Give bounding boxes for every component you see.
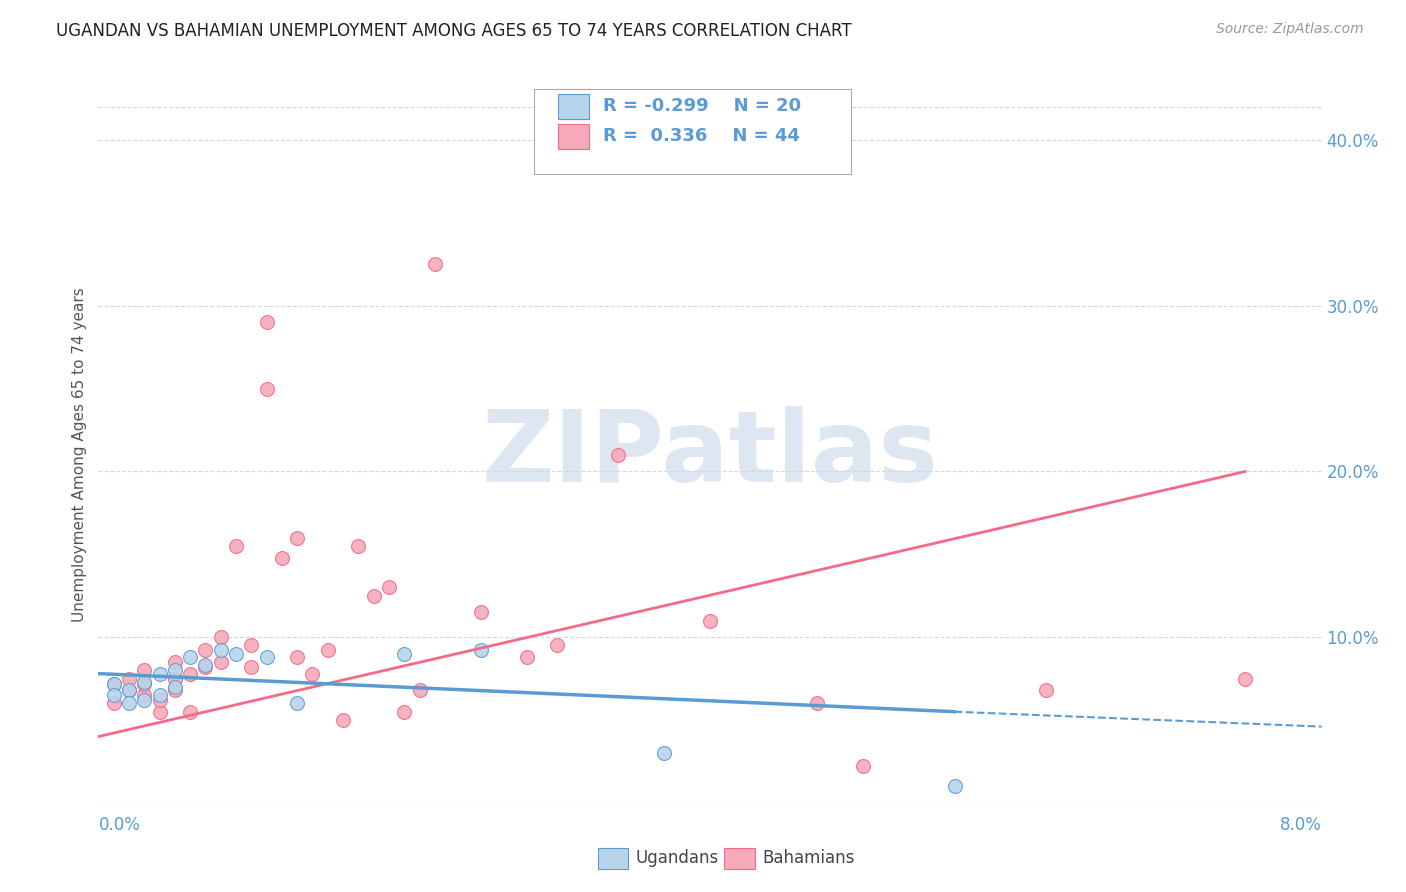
Point xyxy=(134,688,156,702)
Text: ZIPatlas: ZIPatlas xyxy=(482,407,938,503)
Point xyxy=(149,693,172,707)
Point xyxy=(134,663,156,677)
Point xyxy=(852,759,875,773)
Point xyxy=(546,639,568,653)
Point xyxy=(179,650,201,665)
Point xyxy=(470,643,492,657)
Point xyxy=(225,539,247,553)
Point xyxy=(332,713,354,727)
Text: R = -0.299    N = 20: R = -0.299 N = 20 xyxy=(603,97,801,115)
Point xyxy=(163,672,186,686)
Point xyxy=(163,663,186,677)
Point xyxy=(194,658,217,673)
Text: Bahamians: Bahamians xyxy=(762,849,855,867)
Point xyxy=(607,448,630,462)
Text: Source: ZipAtlas.com: Source: ZipAtlas.com xyxy=(1216,22,1364,37)
Point xyxy=(118,672,141,686)
Point xyxy=(134,693,156,707)
Text: Ugandans: Ugandans xyxy=(636,849,718,867)
Point xyxy=(423,257,446,271)
Point xyxy=(134,676,156,690)
Point xyxy=(103,676,125,690)
Point xyxy=(149,688,172,702)
Point xyxy=(256,382,278,396)
Point xyxy=(149,705,172,719)
Point xyxy=(163,683,186,698)
Point xyxy=(392,647,416,661)
Point xyxy=(240,639,263,653)
Point xyxy=(209,630,232,644)
Point xyxy=(378,581,401,595)
Point xyxy=(103,688,125,702)
Point xyxy=(256,315,278,329)
Point xyxy=(103,697,125,711)
Point xyxy=(347,539,370,553)
Point xyxy=(163,655,186,669)
Text: UGANDAN VS BAHAMIAN UNEMPLOYMENT AMONG AGES 65 TO 74 YEARS CORRELATION CHART: UGANDAN VS BAHAMIAN UNEMPLOYMENT AMONG A… xyxy=(56,22,852,40)
Point xyxy=(118,697,141,711)
Point xyxy=(179,666,201,681)
Point xyxy=(285,531,308,545)
Point xyxy=(301,666,323,681)
Point xyxy=(209,643,232,657)
Point xyxy=(194,660,217,674)
Point xyxy=(285,650,308,665)
Point xyxy=(118,683,141,698)
Point xyxy=(652,746,675,760)
Point xyxy=(134,674,156,689)
Point xyxy=(118,683,141,698)
Point xyxy=(103,676,125,690)
Text: 0.0%: 0.0% xyxy=(98,816,141,834)
Point xyxy=(163,680,186,694)
Point xyxy=(209,655,232,669)
Point xyxy=(179,705,201,719)
Point xyxy=(256,650,278,665)
Text: R =  0.336    N = 44: R = 0.336 N = 44 xyxy=(603,128,800,145)
Point xyxy=(943,779,966,793)
Y-axis label: Unemployment Among Ages 65 to 74 years: Unemployment Among Ages 65 to 74 years xyxy=(72,287,87,623)
Point xyxy=(240,660,263,674)
Point xyxy=(806,697,828,711)
Point xyxy=(470,605,492,619)
Point xyxy=(1035,683,1057,698)
Point xyxy=(149,666,172,681)
Text: 8.0%: 8.0% xyxy=(1279,816,1322,834)
Point xyxy=(363,589,385,603)
Point xyxy=(699,614,721,628)
Point xyxy=(194,643,217,657)
Point xyxy=(408,683,430,698)
Point xyxy=(1234,672,1257,686)
Point xyxy=(285,697,308,711)
Point xyxy=(516,650,538,665)
Point xyxy=(225,647,247,661)
Point xyxy=(316,643,339,657)
Point xyxy=(270,550,294,565)
Point xyxy=(392,705,416,719)
